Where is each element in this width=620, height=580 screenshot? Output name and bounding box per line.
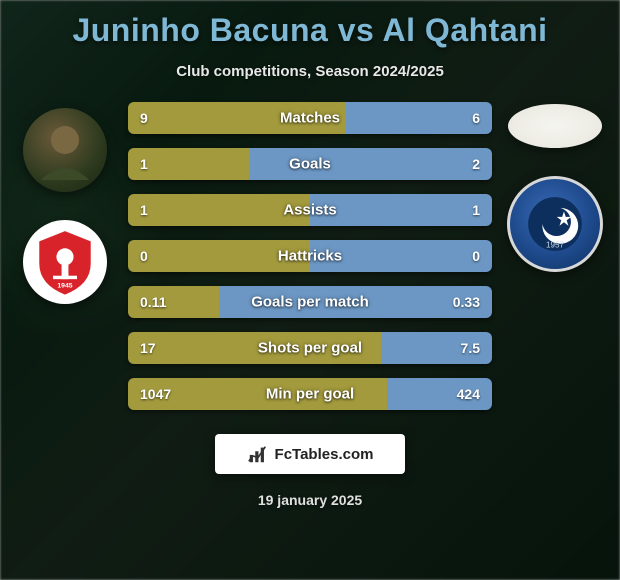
svg-text:1945: 1945: [57, 283, 72, 290]
stat-bars-container: 9 6 Matches 1 2 Goals 1 1 Assists 0 0 Hattricks 0.11…: [120, 102, 500, 410]
content-wrapper: Juninho Bacuna vs Al Qahtani Club compet…: [0, 0, 620, 580]
avatar-placeholder-icon: [23, 108, 107, 192]
stat-value-left: 1047: [140, 386, 171, 402]
stat-row: 17 7.5 Shots per goal: [128, 332, 492, 364]
main-row: 1945 9 6 Matches 1 2 Goals 1 1 Assists 0 0 Hattrick…: [0, 102, 620, 410]
stat-label: Matches: [280, 110, 340, 127]
stat-value-right: 1: [472, 202, 480, 218]
right-club-logo: 1957: [507, 176, 603, 272]
comparison-title: Juninho Bacuna vs Al Qahtani: [0, 12, 620, 49]
stat-bar-right: [249, 148, 492, 180]
stat-bar-right: [310, 194, 492, 226]
stat-label: Assists: [283, 202, 336, 219]
stat-label: Goals: [289, 156, 331, 173]
stat-value-right: 0: [472, 248, 480, 264]
stat-value-left: 17: [140, 340, 156, 356]
stat-value-right: 7.5: [461, 340, 480, 356]
right-player-avatar: [508, 104, 602, 148]
stat-value-left: 0: [140, 248, 148, 264]
stat-row: 1 2 Goals: [128, 148, 492, 180]
al-wehda-shield-icon: 1945: [29, 226, 101, 298]
comparison-date: 19 january 2025: [0, 492, 620, 508]
stat-row: 9 6 Matches: [128, 102, 492, 134]
stat-row: 0.11 0.33 Goals per match: [128, 286, 492, 318]
fctables-label: FcTables.com: [275, 446, 374, 463]
stat-row: 1047 424 Min per goal: [128, 378, 492, 410]
stat-value-right: 0.33: [453, 294, 480, 310]
stat-label: Shots per goal: [258, 340, 362, 357]
stat-value-right: 424: [457, 386, 480, 402]
stat-label: Goals per match: [251, 294, 369, 311]
left-club-logo: 1945: [23, 220, 107, 304]
al-hilal-crest-icon: 1957: [512, 181, 598, 267]
stat-value-left: 1: [140, 202, 148, 218]
stat-row: 1 1 Assists: [128, 194, 492, 226]
right-player-column: 1957: [500, 102, 610, 272]
comparison-subtitle: Club competitions, Season 2024/2025: [0, 63, 620, 80]
fctables-badge[interactable]: FcTables.com: [215, 434, 405, 474]
stat-label: Hattricks: [278, 248, 342, 265]
left-player-avatar: [23, 108, 107, 192]
stat-value-right: 2: [472, 156, 480, 172]
stat-bar-right: [346, 102, 492, 134]
chart-icon: [247, 443, 269, 465]
stat-value-left: 1: [140, 156, 148, 172]
stat-label: Min per goal: [266, 386, 354, 403]
stat-value-left: 9: [140, 110, 148, 126]
left-player-column: 1945: [10, 102, 120, 304]
stat-row: 0 0 Hattricks: [128, 240, 492, 272]
stat-value-right: 6: [472, 110, 480, 126]
stat-value-left: 0.11: [140, 294, 166, 310]
svg-text:1957: 1957: [546, 240, 564, 249]
